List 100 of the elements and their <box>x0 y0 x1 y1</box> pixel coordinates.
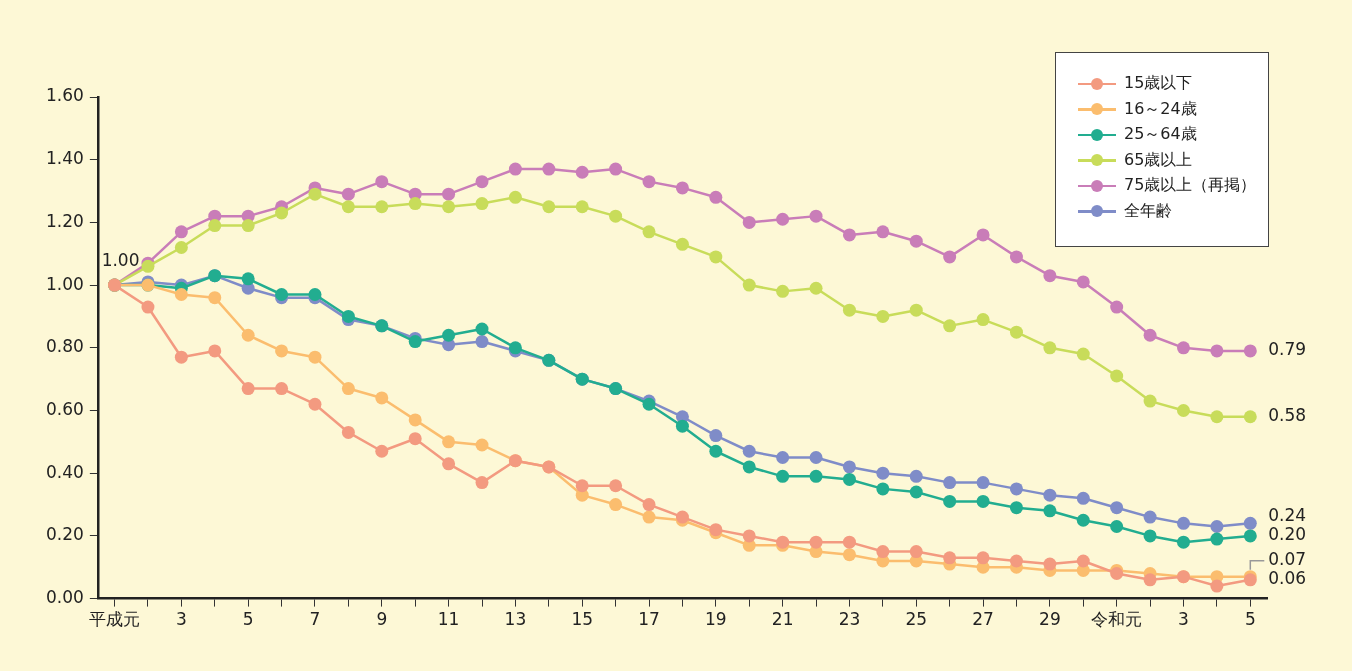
point <box>842 472 856 486</box>
point <box>1043 269 1057 283</box>
x-tick-label: 11 <box>437 609 460 630</box>
point <box>475 197 489 211</box>
x-tick-label: 13 <box>504 609 527 630</box>
point <box>275 206 289 220</box>
point <box>1110 300 1124 314</box>
point <box>141 300 155 314</box>
point <box>742 444 756 458</box>
point <box>1076 491 1090 505</box>
point <box>1110 501 1124 515</box>
point <box>1043 504 1057 518</box>
point <box>876 309 890 323</box>
point <box>842 228 856 242</box>
x-tick-label: 15 <box>571 609 594 630</box>
point <box>976 551 990 565</box>
point <box>1243 410 1257 424</box>
point <box>442 457 456 471</box>
annotation: 1.00 <box>101 249 140 270</box>
data-label: 0.24 <box>1268 505 1307 526</box>
point <box>909 303 923 317</box>
point <box>542 200 556 214</box>
point <box>776 469 790 483</box>
point <box>275 344 289 358</box>
point <box>675 181 689 195</box>
point <box>508 162 522 176</box>
y-tick-label: 0.20 <box>45 524 84 545</box>
point <box>842 460 856 474</box>
point <box>609 498 623 512</box>
point <box>308 350 322 364</box>
point <box>943 551 957 565</box>
point <box>876 545 890 559</box>
legend-label: 25～64歳 <box>1124 124 1197 146</box>
point <box>1176 516 1190 530</box>
legend-label: 75歳以上（再掲） <box>1124 175 1257 197</box>
legend-label: 16～24歳 <box>1124 98 1197 120</box>
point <box>776 284 790 298</box>
point <box>408 335 422 349</box>
point <box>642 510 656 524</box>
point <box>742 460 756 474</box>
point <box>508 190 522 204</box>
point <box>1210 410 1224 424</box>
point <box>1210 532 1224 546</box>
point <box>1076 513 1090 527</box>
point <box>341 200 355 214</box>
point <box>174 288 188 302</box>
point <box>341 382 355 396</box>
point <box>742 215 756 229</box>
point <box>709 250 723 264</box>
point <box>1009 554 1023 568</box>
point <box>842 535 856 549</box>
point <box>442 187 456 201</box>
point <box>909 469 923 483</box>
y-tick-label: 1.20 <box>45 210 84 231</box>
point <box>1210 579 1224 593</box>
point <box>475 438 489 452</box>
legend-label: 15歳以下 <box>1124 73 1193 95</box>
point <box>642 225 656 239</box>
point <box>609 162 623 176</box>
point <box>809 281 823 295</box>
point <box>308 187 322 201</box>
point <box>442 200 456 214</box>
point <box>943 476 957 490</box>
point <box>943 250 957 264</box>
point <box>442 328 456 342</box>
point <box>976 313 990 327</box>
point <box>1143 510 1157 524</box>
x-tick-label: 3 <box>1178 609 1189 630</box>
point <box>976 494 990 508</box>
point <box>1210 520 1224 533</box>
point <box>1176 341 1190 355</box>
point <box>1143 394 1157 408</box>
point <box>1076 275 1090 289</box>
point <box>675 237 689 251</box>
point <box>241 219 255 233</box>
point <box>809 451 823 465</box>
point <box>1143 529 1157 543</box>
point <box>675 419 689 433</box>
x-tick-label: 3 <box>175 609 187 630</box>
point <box>174 350 188 364</box>
data-label: 0.07 <box>1268 549 1307 570</box>
point <box>1176 535 1190 549</box>
point <box>709 429 723 443</box>
point <box>308 397 322 411</box>
point <box>241 382 255 396</box>
point <box>1009 250 1023 264</box>
legend-label: 全年齢 <box>1124 200 1172 222</box>
point <box>475 322 489 336</box>
y-tick-label: 1.00 <box>45 273 84 294</box>
point <box>575 479 589 493</box>
point <box>1143 573 1157 587</box>
point <box>1243 516 1257 530</box>
point <box>575 200 589 214</box>
point <box>642 498 656 512</box>
point <box>341 425 355 439</box>
point <box>876 466 890 480</box>
point <box>642 175 656 189</box>
y-tick-label: 0.60 <box>45 398 84 419</box>
point <box>943 319 957 333</box>
point <box>1110 520 1124 533</box>
